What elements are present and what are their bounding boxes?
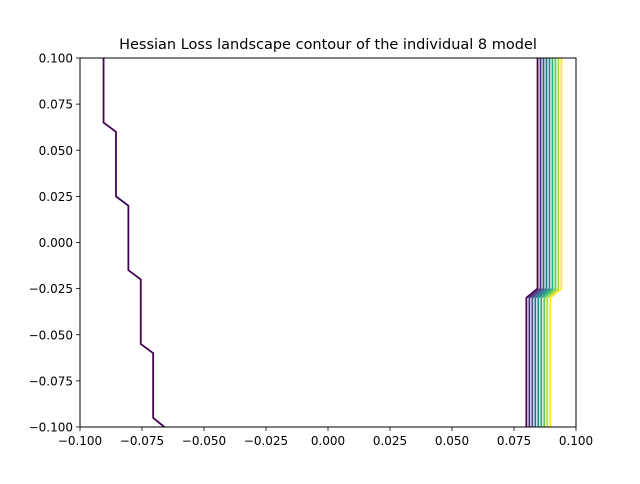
chart-title: Hessian Loss landscape contour of the in… <box>119 37 537 53</box>
x-tick-label: 0.025 <box>373 434 407 448</box>
x-tick-label: −0.100 <box>58 434 102 448</box>
x-tick-label: −0.025 <box>244 434 288 448</box>
y-tick-label: 0.075 <box>39 98 73 112</box>
x-tick-label: 0.000 <box>311 434 345 448</box>
contour-line-2 <box>525 58 539 427</box>
x-tick-label: 0.075 <box>497 434 531 448</box>
contour-line-8 <box>543 58 557 427</box>
contour-line-10 <box>549 58 563 427</box>
y-axis: 0.100 0.075 0.050 0.025 0.000 −0.025 −0.050 −0.… <box>29 52 80 435</box>
y-tick-label: −0.025 <box>29 282 73 296</box>
y-tick-label: −0.075 <box>29 374 73 388</box>
contour-line-9 <box>546 58 560 427</box>
contour-line-3 <box>528 58 542 427</box>
y-tick-label: 0.100 <box>39 52 73 66</box>
x-tick-label: −0.075 <box>120 434 164 448</box>
x-tick-label: −0.050 <box>182 434 226 448</box>
contour-line-4 <box>531 58 545 427</box>
contour-line-6 <box>537 58 551 427</box>
y-tick-label: 0.000 <box>39 236 73 250</box>
x-tick-label: 0.100 <box>559 434 593 448</box>
x-tick-label: 0.050 <box>435 434 469 448</box>
contour-line-5 <box>534 58 548 427</box>
contour-line-7 <box>540 58 554 427</box>
plot-frame <box>79 57 577 428</box>
x-axis: −0.100 −0.075 −0.050 −0.025 0.000 0.025 0.050 0… <box>58 427 593 448</box>
y-tick-label: 0.025 <box>39 190 73 204</box>
y-tick-label: 0.050 <box>39 144 73 158</box>
contour-lines <box>102 58 563 428</box>
contour-line-1 <box>102 58 165 428</box>
y-tick-label: −0.100 <box>29 421 73 435</box>
y-tick-label: −0.050 <box>29 328 73 342</box>
